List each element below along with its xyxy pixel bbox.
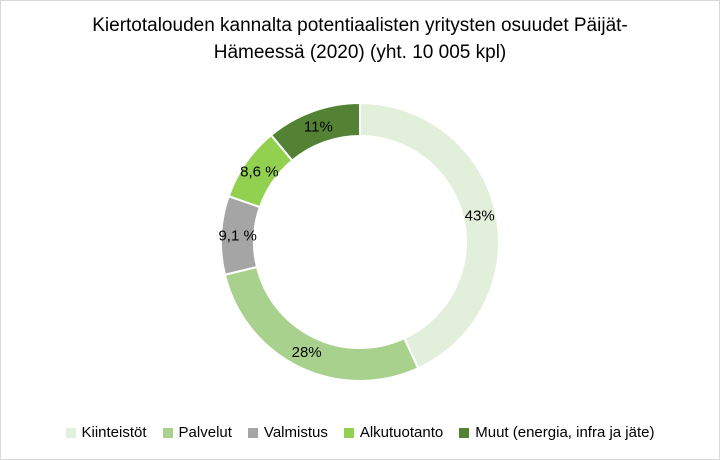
legend-label-3: Alkutuotanto [359,424,444,441]
legend-swatch-3 [343,427,354,438]
legend-label-1: Palvelut [178,424,232,441]
slice-label-0: 43% [465,207,495,224]
slice-4 [269,101,361,162]
chart-title-line-1: Kiertotalouden kannalta potentiaalisten … [92,15,628,36]
slice-0 [359,101,500,370]
slice-label-3: 8,6 % [240,164,278,181]
legend-label-4: Muut (energia, infra ja jäte) [475,424,655,441]
slice-label-1: 28% [292,344,322,361]
slice-label-4: 11% [304,118,333,135]
legend-swatch-4 [459,427,470,438]
legend-item-3: Alkutuotanto [343,424,444,441]
legend-swatch-1 [162,427,173,438]
legend-item-0: Kiinteistöt [65,424,147,441]
legend-item-1: Palvelut [162,424,232,441]
chart-title-line-2: Hämeessä (2020) (yht. 10 005 kpl) [213,42,507,63]
legend-label-2: Valmistus [263,424,328,441]
legend-swatch-2 [247,427,258,438]
slice-label-2: 9,1 % [218,228,256,245]
legend-swatch-0 [65,427,76,438]
legend-label-0: Kiinteistöt [81,424,147,441]
chart-title: Kiertotalouden kannalta potentiaalisten … [0,12,720,66]
legend-item-4: Muut (energia, infra ja jäte) [459,424,655,441]
slice-1 [223,265,420,382]
legend-item-2: Valmistus [247,424,328,441]
legend: Kiinteistöt Palvelut Valmistus Alkutuotanto… [0,424,720,441]
